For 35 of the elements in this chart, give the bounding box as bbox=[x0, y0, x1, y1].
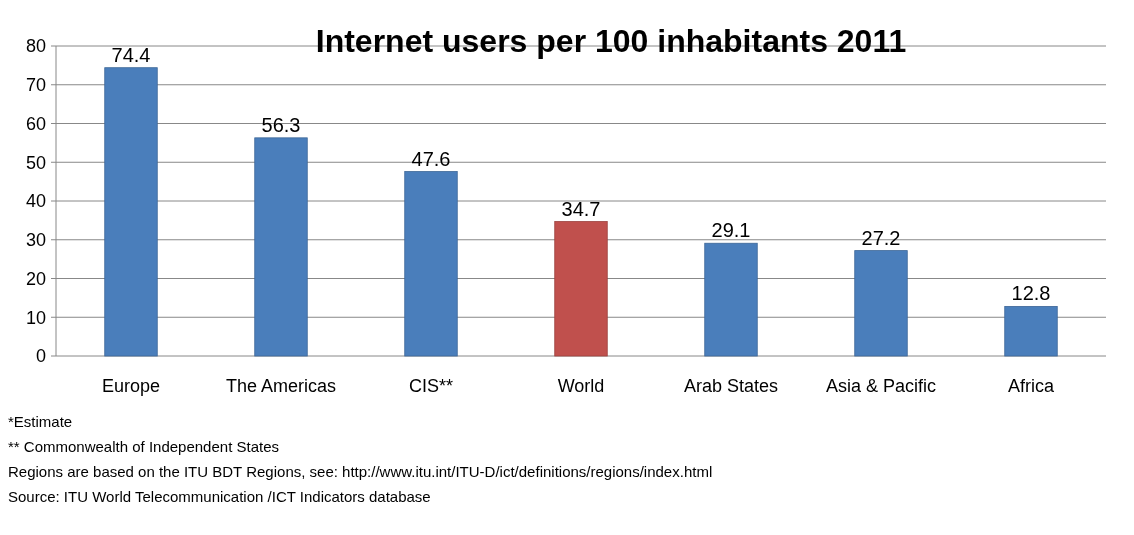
x-tick-label: Asia & Pacific bbox=[825, 376, 937, 396]
bar bbox=[104, 67, 158, 357]
text: *Estimate bbox=[8, 413, 73, 430]
bar bbox=[1004, 306, 1058, 357]
y-tick-label: 50 bbox=[25, 152, 46, 173]
y-tick-label: 80 bbox=[25, 36, 46, 57]
text: ** Commonwealth of Independent States bbox=[8, 438, 280, 455]
bar bbox=[404, 171, 458, 357]
x-tick-label: Arab States bbox=[683, 376, 779, 396]
data-label: 34.7 bbox=[561, 197, 601, 220]
y-tick-label: 60 bbox=[25, 113, 46, 134]
x-tick-label: CIS** bbox=[408, 376, 454, 396]
bar bbox=[554, 221, 608, 357]
data-label: 74.4 bbox=[111, 43, 151, 66]
x-tick-label: The Americas bbox=[225, 376, 337, 396]
x-tick-label: World bbox=[557, 376, 605, 396]
y-tick-label: 0 bbox=[35, 346, 46, 367]
data-label: 27.2 bbox=[861, 226, 901, 249]
y-tick-label: 30 bbox=[25, 230, 46, 251]
y-tick-label: 40 bbox=[25, 191, 46, 212]
y-tick-label: 70 bbox=[25, 75, 46, 96]
data-label: 47.6 bbox=[411, 147, 451, 170]
x-tick-label: Africa bbox=[1007, 376, 1055, 396]
text: Regions are based on the ITU BDT Regions, see: http://www.itu.int/ITU-D/ict/definitions/regions/index.html bbox=[8, 463, 713, 480]
y-tick-label: 20 bbox=[25, 268, 46, 289]
data-label: 29.1 bbox=[711, 219, 751, 242]
bar bbox=[254, 137, 308, 357]
bar bbox=[704, 242, 758, 357]
data-label: 56.3 bbox=[261, 113, 301, 136]
x-tick-label: Europe bbox=[101, 376, 161, 396]
y-tick-label: 10 bbox=[25, 307, 46, 328]
chart-title: Internet users per 100 inhabitants 2011 bbox=[315, 23, 907, 59]
bar bbox=[854, 250, 908, 357]
data-label: 12.8 bbox=[1011, 282, 1051, 305]
source-note: Source: ITU World Telecommunication /ICT Indicators database bbox=[8, 488, 431, 505]
